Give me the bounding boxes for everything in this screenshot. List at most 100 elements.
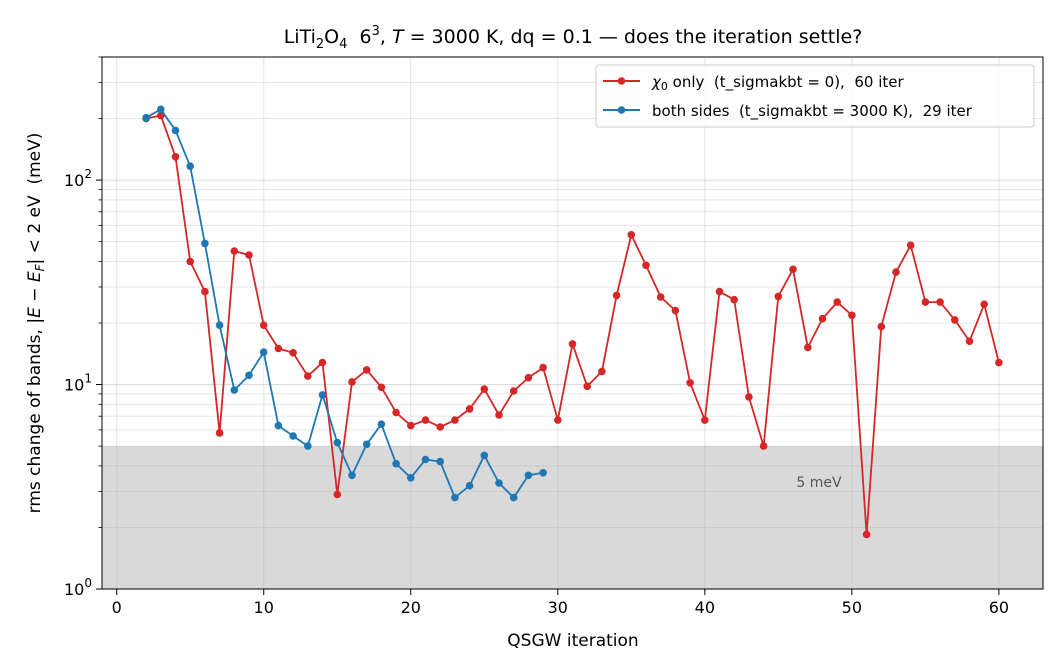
data-point bbox=[965, 337, 974, 346]
data-point bbox=[186, 257, 194, 266]
data-point bbox=[421, 416, 430, 424]
data-point bbox=[921, 298, 930, 306]
legend-label-blue: both sides (t_sigmakbt = 3000 K), 29 ite… bbox=[652, 102, 973, 121]
data-point bbox=[524, 373, 533, 382]
data-point bbox=[421, 455, 430, 464]
data-point bbox=[348, 378, 356, 386]
legend-marker-blue bbox=[617, 106, 626, 114]
data-point bbox=[804, 343, 812, 352]
data-point bbox=[436, 457, 445, 466]
data-point bbox=[215, 321, 224, 330]
data-point bbox=[671, 306, 680, 315]
x-tick-label: 50 bbox=[842, 598, 862, 617]
series-line bbox=[145, 108, 544, 499]
data-point bbox=[348, 471, 356, 480]
data-point bbox=[862, 530, 871, 539]
data-point bbox=[951, 316, 959, 324]
data-point bbox=[171, 126, 180, 135]
data-point bbox=[259, 321, 268, 330]
data-point bbox=[377, 383, 386, 392]
data-point bbox=[495, 479, 503, 487]
data-point bbox=[318, 391, 327, 399]
x-tick-label: 0 bbox=[112, 598, 122, 617]
series-1 bbox=[142, 105, 547, 502]
data-point bbox=[274, 421, 283, 430]
legend-box bbox=[595, 64, 1035, 128]
ticks-layer: 0 10 20 30 40 50 60 100 101 102 bbox=[64, 56, 1009, 617]
x-tick-label: 20 bbox=[401, 598, 421, 617]
data-point bbox=[407, 421, 415, 430]
data-point bbox=[480, 385, 489, 393]
data-point bbox=[892, 268, 900, 276]
data-point bbox=[980, 300, 988, 309]
data-point bbox=[289, 432, 297, 440]
data-point bbox=[318, 358, 327, 367]
data-point bbox=[642, 261, 650, 270]
data-point bbox=[833, 298, 841, 306]
data-point bbox=[333, 438, 342, 447]
data-point bbox=[230, 247, 239, 255]
data-point bbox=[157, 105, 165, 114]
y-tick-label: 100 bbox=[64, 576, 92, 599]
data-point bbox=[245, 251, 253, 259]
data-point bbox=[906, 241, 915, 250]
data-point bbox=[715, 287, 724, 296]
data-point bbox=[612, 291, 621, 300]
data-point bbox=[877, 322, 886, 331]
data-point bbox=[304, 442, 312, 450]
data-point bbox=[465, 481, 474, 490]
data-point bbox=[583, 382, 591, 391]
data-point bbox=[304, 372, 312, 380]
x-tick-label: 40 bbox=[695, 598, 715, 617]
data-point bbox=[848, 311, 856, 320]
data-point bbox=[142, 113, 150, 122]
x-tick-label: 30 bbox=[548, 598, 568, 617]
data-point bbox=[495, 411, 503, 419]
data-point bbox=[451, 493, 459, 502]
data-point bbox=[701, 416, 709, 424]
x-axis-label: QSGW iteration bbox=[507, 631, 638, 651]
legend-label-red: χ0 only (t_sigmakbt = 0), 60 iter bbox=[651, 73, 904, 93]
series-layer bbox=[142, 105, 1003, 539]
chart-title: LiTi2O4 63, T = 3000 K, dq = 0.1 — does … bbox=[284, 24, 863, 52]
data-point bbox=[274, 344, 283, 353]
threshold-label: 5 meV bbox=[796, 475, 842, 491]
data-point bbox=[554, 416, 562, 424]
data-point bbox=[201, 287, 209, 296]
x-tick-label: 10 bbox=[254, 598, 274, 617]
data-point bbox=[186, 162, 194, 170]
data-point bbox=[774, 292, 783, 301]
data-point bbox=[509, 387, 518, 395]
data-point bbox=[333, 490, 342, 499]
data-point bbox=[407, 474, 415, 482]
data-point bbox=[392, 459, 400, 468]
data-point bbox=[745, 393, 753, 401]
data-point bbox=[451, 416, 459, 424]
data-point bbox=[362, 366, 371, 374]
data-point bbox=[598, 367, 606, 376]
data-point bbox=[759, 442, 768, 450]
data-point bbox=[171, 153, 180, 161]
y-axis-label: rms change of bands, |E − EF| < 2 eV (me… bbox=[25, 133, 47, 514]
threshold-band bbox=[102, 446, 1043, 589]
data-point bbox=[730, 295, 738, 304]
y-tick-label: 101 bbox=[64, 372, 92, 395]
data-point bbox=[465, 405, 474, 413]
data-point bbox=[259, 348, 268, 357]
data-point bbox=[656, 293, 665, 301]
legend-marker-red bbox=[617, 77, 626, 85]
data-point bbox=[362, 440, 371, 449]
threshold-layer bbox=[102, 446, 1043, 589]
data-point bbox=[686, 379, 694, 387]
data-point bbox=[818, 314, 827, 323]
legend: χ0 only (t_sigmakbt = 0), 60 iter both s… bbox=[595, 64, 1035, 128]
series-0 bbox=[142, 111, 1003, 539]
data-point bbox=[509, 493, 518, 502]
data-point bbox=[539, 363, 547, 372]
data-point bbox=[936, 298, 944, 306]
data-point bbox=[480, 451, 489, 460]
data-point bbox=[995, 358, 1003, 367]
y-tick-label: 102 bbox=[64, 167, 92, 190]
data-point bbox=[392, 408, 400, 417]
